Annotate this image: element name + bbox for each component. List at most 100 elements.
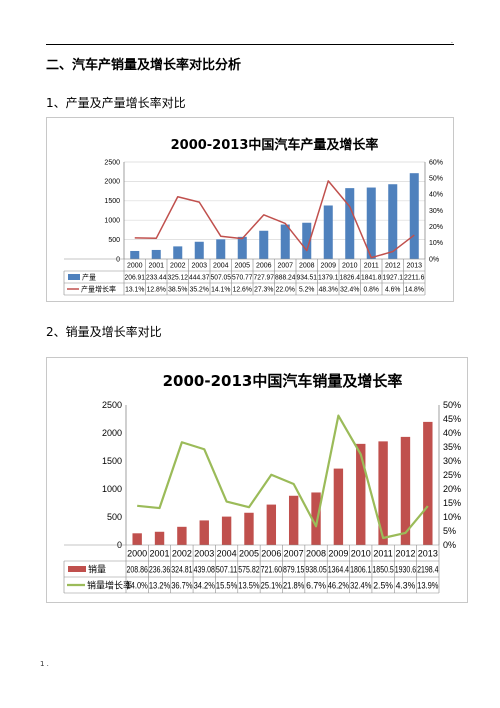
data-label-bars: 879.15 — [283, 565, 304, 575]
x-category-label: 2001 — [148, 263, 164, 270]
data-label-bars: 727.97 — [254, 275, 275, 282]
x-category-label: 2012 — [385, 263, 401, 270]
x-category-label: 2003 — [194, 549, 214, 559]
x-category-label: 2004 — [217, 549, 237, 559]
chart-title: 2000-2013中国汽车销量及增长率 — [163, 372, 403, 390]
bar — [259, 230, 269, 259]
data-label-line: 13.1% — [125, 287, 144, 294]
x-category-label: 2002 — [172, 549, 192, 559]
y2-tick-label: 35% — [443, 442, 461, 452]
bar — [388, 184, 398, 259]
bar — [400, 436, 411, 545]
legend-key-bars — [68, 566, 86, 572]
x-category-label: 2007 — [284, 549, 304, 559]
y-tick-label: 2500 — [102, 400, 122, 410]
y2-tick-label: 20% — [429, 224, 443, 231]
subheading-production: 1、产量及产量增长率对比 — [46, 96, 186, 110]
bar — [311, 492, 321, 545]
data-label-bars: 1930.6 — [395, 565, 416, 575]
data-label-line: 14.0% — [127, 581, 148, 591]
x-category-label: 2000 — [127, 549, 147, 559]
production-chart: 2000-2013中国汽车产量及增长率 0 500 1000 1500 2000 2500 0… — [46, 117, 454, 302]
bar — [366, 187, 376, 259]
bar — [173, 246, 183, 259]
data-label-line: 12.8% — [147, 287, 166, 294]
y2-tick-label: 20% — [443, 484, 461, 494]
y-tick-label: 2000 — [104, 179, 120, 186]
bar — [237, 236, 247, 259]
data-label-line: 34.2% — [194, 581, 215, 591]
data-label-bars: 1379.1 — [318, 275, 339, 282]
data-label-bars: 233.44 — [146, 275, 167, 282]
bar — [302, 222, 312, 259]
y2-tick-label: 15% — [443, 498, 461, 508]
data-label-line: 27.3% — [254, 287, 273, 294]
y2-tick-label: 45% — [443, 414, 461, 424]
data-label-bars: 236.36 — [149, 565, 170, 575]
data-label-bars: 721.60 — [261, 565, 282, 575]
bar — [221, 516, 232, 545]
data-label-bars: 1806.1 — [350, 565, 371, 575]
data-label-line: 14.1% — [211, 287, 230, 294]
data-label-line: 13.2% — [149, 581, 170, 591]
y2-tick-label: 30% — [429, 208, 443, 215]
data-label-bars: 1841.8 — [361, 275, 382, 282]
x-category-label: 2000 — [127, 263, 143, 270]
data-label-bars: 1364.4 — [328, 565, 349, 575]
subheading-sales: 2、销量及增长率对比 — [46, 325, 162, 339]
bar — [266, 504, 277, 545]
x-category-label: 2008 — [306, 549, 326, 559]
x-category-label: 2011 — [364, 263, 379, 270]
bar — [333, 468, 344, 545]
legend-label-line: 销量增长率 — [87, 580, 132, 591]
bar — [154, 531, 165, 545]
data-label-line: 35.2% — [190, 287, 209, 294]
legend-label-line: 产量增长率 — [81, 285, 116, 294]
x-category-label: 2013 — [406, 263, 422, 270]
data-label-line: 15.5% — [216, 581, 237, 591]
data-label-bars: 2211.6 — [404, 275, 425, 282]
legend-key-bars — [68, 274, 80, 280]
y-tick-label: 500 — [107, 512, 122, 522]
x-category-label: 2005 — [234, 263, 250, 270]
bar — [323, 205, 333, 259]
y-tick-label: 1500 — [104, 198, 120, 205]
data-label-bars: 888.24 — [275, 275, 296, 282]
data-label-line: 5.2% — [299, 287, 314, 294]
growth-rate-line — [134, 180, 415, 259]
data-label-bars: 324.81 — [171, 565, 192, 575]
y2-tick-label: 5% — [443, 526, 456, 536]
y2-tick-label: 40% — [443, 428, 461, 438]
data-label-line: 46.2% — [328, 581, 349, 591]
bar — [130, 250, 140, 259]
data-label-bars: 208.86 — [127, 565, 148, 575]
y2-tick-label: 25% — [443, 470, 461, 480]
x-category-label: 2009 — [320, 263, 336, 270]
x-category-label: 2001 — [150, 549, 170, 559]
bar — [345, 188, 355, 259]
legend-label-bars: 产量 — [82, 273, 96, 282]
y2-tick-label: 50% — [429, 176, 443, 183]
data-label-line: 21.8% — [283, 581, 304, 591]
bar — [280, 224, 290, 259]
data-label-bars: 570.77 — [232, 275, 253, 282]
data-label-line: 4.3% — [396, 581, 416, 591]
y2-tick-label: 0% — [429, 256, 439, 263]
data-label-line: 13.9% — [417, 581, 438, 591]
x-category-label: 2011 — [373, 549, 392, 559]
x-category-label: 2007 — [277, 263, 293, 270]
bar — [288, 495, 299, 545]
data-label-line: 12.6% — [233, 287, 252, 294]
bar — [177, 526, 187, 545]
section-heading: 二、汽车产销量及增长率对比分析 — [46, 58, 242, 73]
top-mark: . — [451, 38, 453, 45]
data-label-bars: 507.11 — [216, 565, 237, 575]
header-rule — [46, 44, 454, 45]
x-category-label: 2013 — [418, 549, 438, 559]
y2-tick-label: 10% — [429, 240, 443, 247]
page-mark: 1 . — [40, 660, 49, 668]
y-tick-label: 0 — [116, 256, 120, 263]
data-label-bars: 206.91 — [125, 275, 146, 282]
data-label-line: 38.5% — [168, 287, 187, 294]
bar — [423, 421, 433, 545]
